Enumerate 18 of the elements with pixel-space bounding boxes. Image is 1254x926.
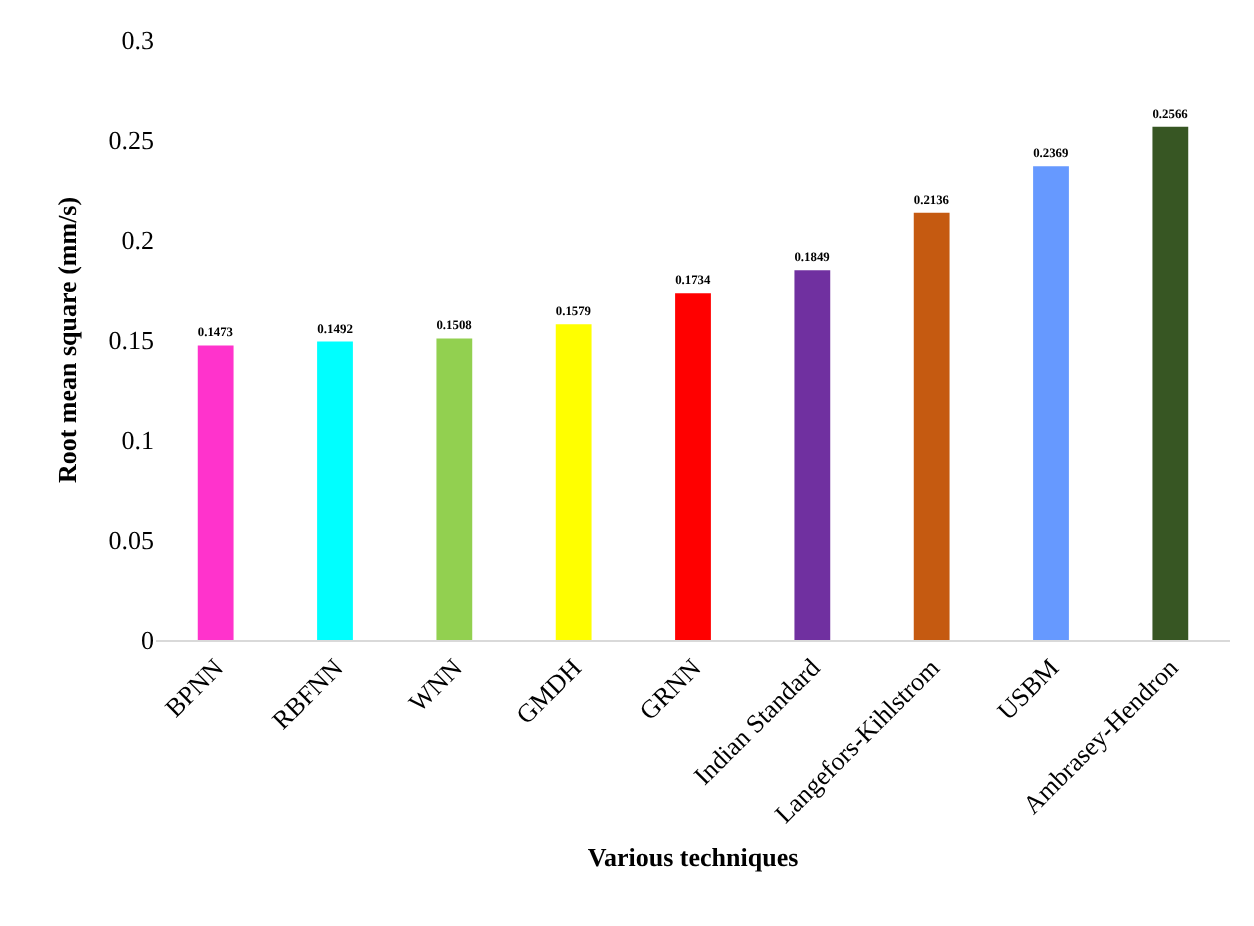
y-tick-label: 0.05 bbox=[108, 525, 154, 556]
bar bbox=[675, 293, 711, 640]
bar bbox=[317, 341, 353, 640]
bar bbox=[913, 212, 950, 640]
y-tick-label: 0.3 bbox=[121, 25, 154, 56]
y-tick-label: 0 bbox=[141, 625, 154, 656]
y-axis-title: Root mean square (mm/s) bbox=[52, 196, 83, 484]
y-tick-label: 0.1 bbox=[121, 425, 154, 456]
bar bbox=[1152, 126, 1189, 640]
bar bbox=[1033, 166, 1069, 640]
bar bbox=[794, 270, 831, 640]
bar bbox=[555, 324, 592, 640]
y-tick-label: 0.2 bbox=[121, 225, 154, 256]
bar bbox=[436, 338, 473, 640]
x-axis-title: Various techniques bbox=[587, 842, 799, 873]
y-tick-label: 0.15 bbox=[108, 325, 154, 356]
bar bbox=[197, 345, 234, 640]
y-tick-label: 0.25 bbox=[108, 125, 154, 156]
